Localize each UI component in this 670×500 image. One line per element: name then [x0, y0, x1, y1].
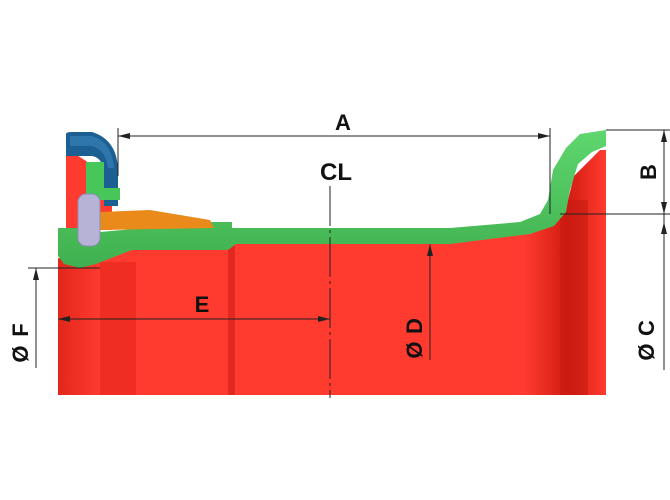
lock-pin [77, 193, 101, 247]
dimension-e [58, 316, 330, 322]
label-c-symbol: Ø [634, 343, 659, 360]
dimension-f [28, 267, 100, 368]
dimension-a [117, 128, 551, 214]
shade-band-mid [228, 246, 235, 395]
label-e: E [195, 292, 210, 317]
dimension-c [661, 214, 667, 370]
rim-profile [58, 130, 606, 268]
label-c: C [634, 320, 659, 336]
label-d-symbol: Ø [402, 341, 427, 358]
label-cl: CL [320, 159, 352, 186]
flange-lock-highlight [70, 136, 114, 168]
label-a: A [335, 110, 351, 135]
label-f-symbol: Ø [8, 345, 33, 362]
wheel-body-main [58, 150, 606, 395]
dimension-d [427, 244, 433, 360]
lock-wedge-orange [100, 210, 214, 230]
label-f: F [8, 323, 33, 336]
label-d: D [402, 318, 427, 334]
shade-band-right [560, 200, 588, 395]
label-f-group: Ø F [8, 323, 33, 362]
label-b: B [636, 164, 661, 180]
dimension-b [560, 129, 670, 215]
label-c-group: Ø C [634, 320, 659, 361]
shade-band-left [100, 262, 136, 395]
label-d-group: Ø D [402, 318, 427, 359]
flange-retainer-green [86, 162, 120, 200]
